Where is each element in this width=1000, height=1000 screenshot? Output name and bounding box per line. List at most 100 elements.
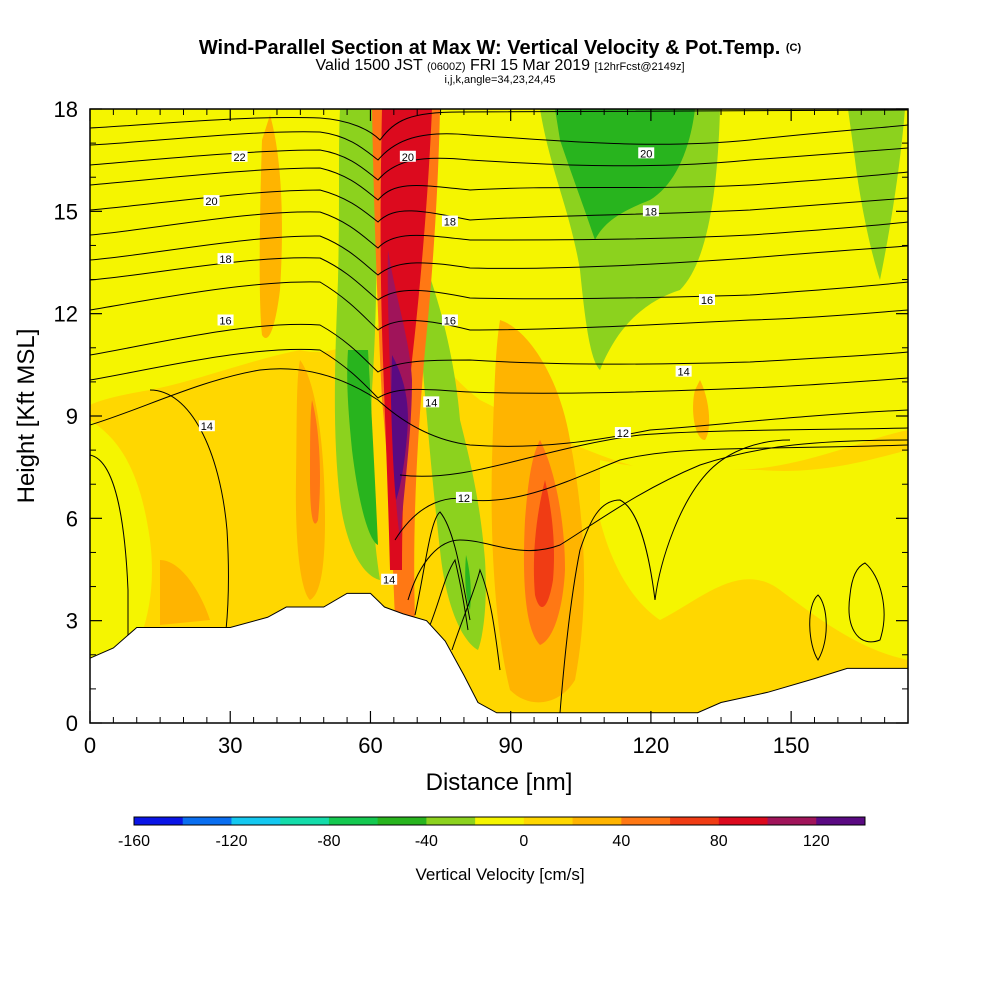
colorbar-tick-label: 0	[519, 833, 528, 850]
theta-contour	[90, 257, 908, 301]
colorbar-tick-label: -160	[118, 833, 150, 850]
theta-contour	[90, 454, 129, 640]
theta-label-text: 16	[444, 315, 456, 327]
colorbar-swatch	[377, 817, 427, 825]
theta-label: 16	[441, 314, 458, 327]
colorbar-tick-label: 120	[803, 833, 830, 850]
colorbar-swatch	[523, 817, 574, 825]
y-axis-title: Height [Kft MSL]	[13, 329, 40, 504]
theta-label-text: 14	[383, 575, 395, 587]
theta-contour	[451, 568, 501, 671]
theta-label: 14	[198, 420, 215, 433]
theta-label: 14	[423, 396, 440, 409]
theta-label: 20	[638, 147, 655, 160]
theta-label-bg	[198, 420, 215, 432]
colorbar-swatch	[426, 817, 476, 825]
theta-contour	[407, 439, 908, 601]
x-tick-label: 0	[84, 733, 96, 758]
theta-contour	[848, 562, 885, 643]
theta-label-text: 16	[701, 295, 713, 307]
theta-label-bg	[399, 150, 416, 162]
colorbar-swatch	[182, 817, 232, 825]
theta-contour	[149, 389, 230, 631]
chart-indices: i,j,k,angle=34,23,24,45	[444, 74, 556, 86]
colorbar-tick-label: -120	[215, 833, 247, 850]
theta-label-text: 22	[233, 152, 245, 164]
theta-label-text: 20	[402, 152, 414, 164]
downdraft-upper-right-core	[555, 109, 695, 240]
colorbar-title: Vertical Velocity [cm/s]	[415, 865, 584, 884]
theta-contour	[394, 444, 908, 541]
theta-label: 18	[441, 215, 458, 229]
theta-label-bg	[217, 314, 234, 326]
weak-descent-lower-right	[600, 450, 908, 660]
colorbar-swatch	[718, 817, 769, 825]
theta-label: 16	[217, 314, 234, 327]
chart-title: Wind-Parallel Section at Max W: Vertical…	[198, 37, 802, 59]
colorbar-swatch	[816, 817, 866, 825]
x-axis-title: Distance [nm]	[426, 769, 573, 796]
theta-label: 22	[231, 150, 248, 164]
colorbar-tick-label: -40	[415, 833, 438, 850]
y-tick-label: 9	[66, 404, 78, 429]
colorbar-swatch	[475, 817, 525, 825]
y-tick-label: 18	[54, 97, 78, 122]
colorbar-tick-label: 80	[710, 833, 728, 850]
x-tick-label: 90	[498, 733, 522, 758]
theta-label: 12	[614, 427, 631, 440]
theta-label-bg	[699, 294, 716, 306]
colorbar-swatch	[231, 817, 281, 825]
theta-contour	[90, 348, 908, 399]
theta-contour	[90, 124, 908, 161]
updraft-peak-right	[533, 480, 555, 607]
forecast-info: [12hrFcst@2149z]	[594, 61, 685, 73]
colorbar-swatch	[572, 817, 622, 825]
theta-label-text: 14	[425, 397, 437, 409]
valid-utc: (0600Z)	[426, 61, 466, 73]
colorbar-tick-label: 40	[612, 833, 630, 850]
y-tick-label: 6	[66, 506, 78, 531]
downdraft-right-outer	[420, 250, 486, 650]
theta-label-text: 16	[219, 315, 231, 327]
theta-label-bg	[231, 150, 248, 162]
theta-label-bg	[441, 314, 458, 326]
theta-label-bg	[203, 195, 220, 207]
colorbar-swatch	[328, 817, 379, 825]
theta-label: 14	[381, 573, 398, 587]
theta-label-bg	[642, 205, 659, 217]
chart-subtitle: Valid 1500 JST (0600Z) FRI 15 Mar 2019 […	[315, 57, 685, 74]
theta-label-bg	[381, 573, 398, 585]
colorbar-swatch	[280, 817, 330, 825]
y-tick-label: 0	[66, 711, 78, 736]
theta-contour	[90, 211, 908, 249]
theta-contour	[90, 167, 908, 201]
theta-label-bg	[217, 253, 234, 265]
theta-contour	[809, 594, 827, 661]
theta-label: 14	[675, 365, 692, 379]
theta-label-bg	[638, 147, 655, 159]
terrain-mask	[89, 592, 909, 724]
theta-label-text: 18	[219, 254, 231, 266]
theta-label-bg	[675, 365, 692, 377]
theta-label: 16	[699, 294, 716, 307]
downdraft-right-core	[465, 555, 471, 610]
colorbar-swatch	[621, 817, 671, 825]
x-tick-label: 60	[358, 733, 382, 758]
theta-label: 12	[455, 491, 472, 505]
colorbar-frame	[133, 816, 866, 826]
theta-label-bg	[455, 491, 472, 503]
theta-label-bg	[614, 427, 631, 439]
theta-label: 18	[642, 205, 659, 218]
y-tick-label: 12	[54, 302, 78, 327]
theta-contour	[90, 147, 908, 181]
theta-label-text: 20	[640, 148, 652, 160]
colorbar-swatch	[767, 817, 817, 825]
colorbar: -160 -120 -80 -40 0 40 80 120	[118, 816, 866, 850]
y-tick-label: 15	[54, 199, 78, 224]
theta-label-text: 20	[205, 196, 217, 208]
x-tick-label: 120	[633, 733, 670, 758]
updraft-lower-left	[160, 560, 210, 625]
theta-label-text: 18	[645, 206, 657, 218]
theta-label: 18	[217, 253, 234, 266]
